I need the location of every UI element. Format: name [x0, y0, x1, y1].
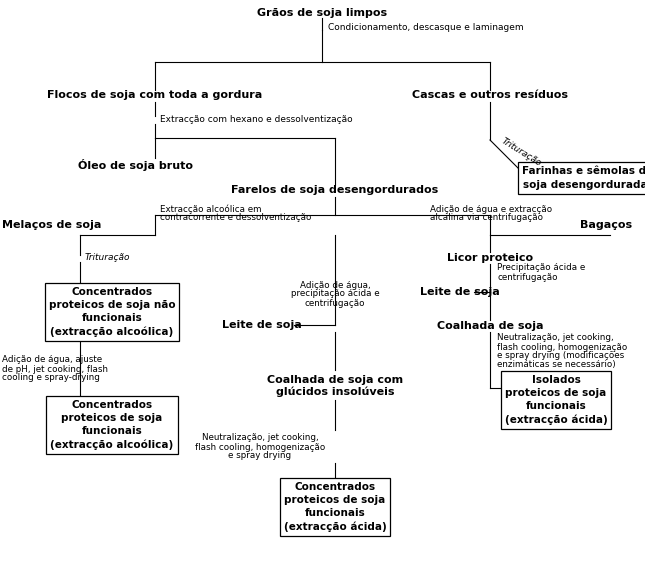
- Bar: [280, 478, 390, 536]
- Text: e spray drying: e spray drying: [228, 451, 292, 460]
- Text: Grãos de soja limpos: Grãos de soja limpos: [257, 8, 387, 18]
- Bar: [46, 396, 177, 454]
- Text: glúcidos insolúveis: glúcidos insolúveis: [276, 387, 394, 397]
- Text: flash cooling, homogenização: flash cooling, homogenização: [195, 442, 325, 451]
- Bar: [501, 371, 611, 429]
- Text: Licor proteico: Licor proteico: [447, 253, 533, 263]
- Text: Trituração: Trituração: [500, 136, 543, 168]
- Text: Condicionamento, descasque e laminagem: Condicionamento, descasque e laminagem: [328, 24, 524, 33]
- Text: flash cooling, homogenização: flash cooling, homogenização: [497, 342, 627, 351]
- Text: cooling e spray-drying: cooling e spray-drying: [2, 374, 100, 383]
- Text: Leite de soja: Leite de soja: [222, 320, 302, 330]
- Text: Farelos de soja desengordurados: Farelos de soja desengordurados: [232, 185, 439, 195]
- Text: alcalina via centrifugação: alcalina via centrifugação: [430, 214, 543, 223]
- Text: Leite de soja: Leite de soja: [420, 287, 500, 297]
- Text: centrifugação: centrifugação: [497, 273, 557, 282]
- Text: Melaços de soja: Melaços de soja: [2, 220, 101, 230]
- Text: Coalhada de soja: Coalhada de soja: [437, 321, 543, 331]
- Text: Adição de água e extracção: Adição de água e extracção: [430, 205, 552, 214]
- Text: e spray drying (modificações: e spray drying (modificações: [497, 351, 624, 360]
- Bar: [45, 283, 179, 341]
- Text: Adição de água, ajuste: Adição de água, ajuste: [2, 356, 102, 365]
- Text: Concentrados
proteicos de soja
funcionais
(extracção ácida): Concentrados proteicos de soja funcionai…: [284, 482, 386, 532]
- Text: Cascas e outros resíduos: Cascas e outros resíduos: [412, 90, 568, 100]
- Text: Concentrados
proteicos de soja não
funcionais
(extracção alcoólica): Concentrados proteicos de soja não funci…: [48, 287, 175, 337]
- Text: Bagaços: Bagaços: [580, 220, 632, 230]
- Text: Isolados
proteicos de soja
funcionais
(extracção ácida): Isolados proteicos de soja funcionais (e…: [504, 375, 608, 425]
- Text: enzimáticas se necessário): enzimáticas se necessário): [497, 360, 616, 369]
- Text: Farinhas e sêmolas de
soja desengorduradas: Farinhas e sêmolas de soja desengordurad…: [522, 166, 645, 189]
- Text: Extracção alcoólica em: Extracção alcoólica em: [160, 204, 261, 214]
- Text: Neutralização, jet cooking,: Neutralização, jet cooking,: [202, 433, 319, 442]
- Text: Coalhada de soja com: Coalhada de soja com: [267, 375, 403, 385]
- Text: Neutralização, jet cooking,: Neutralização, jet cooking,: [497, 333, 613, 342]
- Text: Concentrados
proteicos de soja
funcionais
(extracção alcoólica): Concentrados proteicos de soja funcionai…: [50, 400, 174, 450]
- Text: Flocos de soja com toda a gordura: Flocos de soja com toda a gordura: [47, 90, 263, 100]
- Text: Precipitação ácida e: Precipitação ácida e: [497, 264, 585, 273]
- Text: contracorrente e dessolventização: contracorrente e dessolventização: [160, 214, 312, 223]
- Text: Óleo de soja bruto: Óleo de soja bruto: [77, 159, 192, 171]
- Text: centrifugação: centrifugação: [304, 298, 365, 307]
- Bar: [519, 162, 645, 193]
- Text: Trituração: Trituração: [85, 253, 130, 262]
- Text: Extracção com hexano e dessolventização: Extracção com hexano e dessolventização: [160, 116, 353, 125]
- Text: de pH, jet cooking, flash: de pH, jet cooking, flash: [2, 365, 108, 374]
- Text: precipitação ácida e: precipitação ácida e: [291, 289, 379, 298]
- Text: Adição de água,: Adição de água,: [300, 280, 370, 289]
